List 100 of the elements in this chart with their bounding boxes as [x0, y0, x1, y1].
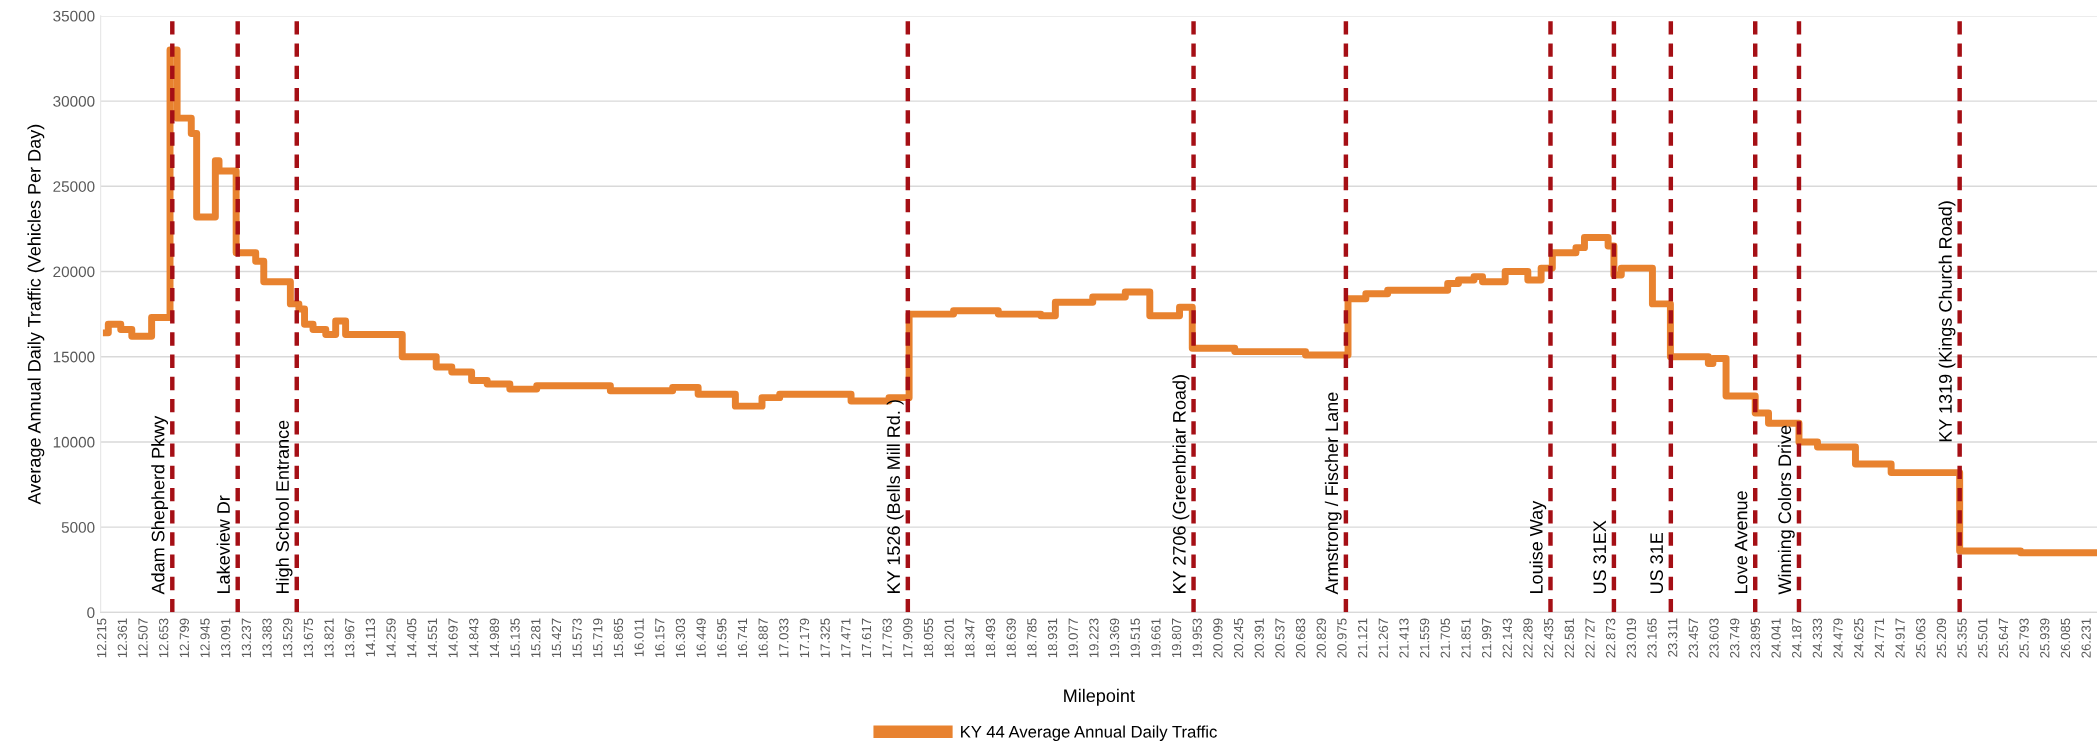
x-tick-label: 22.873 — [1605, 618, 1616, 658]
ref-line-label: KY 2706 (Greenbriar Road) — [1172, 375, 1190, 593]
x-tick-label: 12.507 — [138, 618, 148, 658]
y-axis-title: Average Annual Daily Traffic (Vehicles Per Day) — [27, 124, 45, 505]
x-tick-label: 17.471 — [841, 618, 851, 658]
y-tick-label: 25000 — [53, 181, 95, 192]
x-tick-label: 20.975 — [1337, 618, 1347, 658]
x-tick-label: 21.705 — [1440, 618, 1450, 658]
x-tick-label: 12.799 — [179, 618, 190, 658]
ref-line-label: Armstrong / Fischer Lane — [1324, 392, 1342, 595]
x-tick-label: 21.121 — [1357, 618, 1368, 658]
x-tick-label: 23.457 — [1688, 618, 1699, 658]
x-tick-label: 20.099 — [1213, 618, 1223, 658]
x-tick-label: 13.529 — [283, 618, 293, 658]
ref-line-label: Adam Shepherd Pkwy — [151, 415, 169, 595]
x-tick-label: 16.449 — [696, 618, 706, 658]
ref-line-label: Love Avenue — [1734, 491, 1748, 593]
y-tick-label: 10000 — [53, 436, 95, 448]
x-tick-label: 21.851 — [1461, 618, 1471, 658]
x-tick-label: 19.661 — [1151, 618, 1161, 658]
x-tick-label: 25.647 — [1998, 618, 2009, 658]
x-tick-label: 16.741 — [737, 618, 748, 658]
x-tick-label: 16.595 — [717, 618, 727, 658]
ref-line-label: Winning Colors Drive — [1777, 425, 1795, 595]
x-tick-label: 24.041 — [1771, 618, 1781, 658]
x-tick-label: 12.361 — [117, 618, 127, 658]
x-tick-label: 19.077 — [1068, 618, 1078, 658]
x-tick-label: 21.267 — [1378, 618, 1388, 658]
x-tick-label: 22.727 — [1585, 618, 1595, 658]
x-tick-label: 26.231 — [2081, 618, 2091, 658]
x-tick-label: 17.325 — [820, 618, 830, 658]
x-tick-label: 22.289 — [1523, 618, 1533, 658]
x-tick-label: 25.501 — [1978, 618, 1988, 658]
x-tick-label: 19.953 — [1192, 618, 1202, 658]
x-tick-label: 17.909 — [903, 618, 913, 658]
x-tick-label: 20.683 — [1295, 618, 1306, 658]
x-tick-label: 22.581 — [1564, 618, 1574, 658]
x-tick-label: 25.063 — [1916, 618, 1926, 658]
x-tick-label: 19.223 — [1089, 618, 1099, 658]
x-tick-label: 15.281 — [531, 618, 541, 658]
ref-line-label: Lakeview Dr — [216, 495, 230, 593]
x-tick-label: 24.917 — [1895, 618, 1905, 658]
x-tick-label: 21.413 — [1399, 618, 1409, 658]
x-tick-label: 22.435 — [1543, 618, 1554, 658]
ref-line-label: Louise Way — [1529, 500, 1547, 593]
x-tick-label: 19.515 — [1130, 618, 1140, 658]
x-tick-label: 18.785 — [1027, 618, 1037, 658]
x-tick-label: 15.427 — [551, 618, 562, 658]
x-tick-label: 25.793 — [2019, 618, 2029, 658]
y-tick-label: 5000 — [61, 522, 95, 533]
x-tick-label: 19.807 — [1171, 618, 1182, 658]
y-tick-label: 15000 — [53, 351, 95, 363]
x-tick-label: 20.391 — [1254, 618, 1264, 658]
x-tick-label: 18.055 — [923, 618, 934, 658]
x-tick-label: 13.675 — [303, 618, 314, 658]
x-tick-label: 14.989 — [489, 618, 500, 658]
x-tick-label: 13.383 — [262, 618, 272, 658]
x-tick-label: 18.639 — [1006, 618, 1016, 658]
x-tick-label: 12.215 — [96, 618, 107, 658]
x-tick-label: 23.165 — [1647, 618, 1657, 658]
x-tick-label: 21.997 — [1481, 618, 1492, 658]
x-tick-label: 20.829 — [1316, 618, 1326, 658]
x-tick-label: 15.719 — [593, 618, 603, 658]
x-tick-label: 25.355 — [1957, 618, 1967, 658]
x-axis-title: Milepoint — [1064, 688, 1135, 706]
x-tick-label: 18.347 — [965, 618, 975, 658]
x-tick-label: 25.939 — [2040, 618, 2050, 658]
x-tick-label: 26.085 — [2060, 618, 2071, 658]
x-tick-label: 12.653 — [158, 618, 169, 658]
x-tick-label: 20.537 — [1275, 618, 1285, 658]
x-tick-label: 16.011 — [634, 618, 644, 657]
x-tick-label: 24.333 — [1812, 618, 1823, 658]
x-tick-label: 18.493 — [985, 618, 996, 658]
x-tick-label: 14.113 — [365, 618, 376, 657]
ref-line-label: High School Entrance — [275, 420, 293, 593]
x-tick-label: 14.405 — [407, 618, 417, 658]
x-tick-label: 18.201 — [944, 618, 954, 658]
x-tick-label: 13.967 — [345, 618, 355, 658]
x-tick-label: 16.887 — [758, 618, 768, 658]
x-tick-label: 24.771 — [1874, 618, 1884, 658]
x-tick-label: 17.763 — [882, 618, 892, 658]
x-tick-label: 14.551 — [427, 618, 438, 658]
y-tick-label: 30000 — [53, 95, 95, 107]
x-tick-label: 16.157 — [655, 618, 665, 658]
x-tick-label: 23.603 — [1709, 618, 1719, 658]
x-tick-label: 24.625 — [1854, 618, 1864, 658]
x-tick-label: 13.821 — [324, 618, 334, 658]
x-tick-label: 17.179 — [799, 618, 810, 658]
x-tick-label: 15.573 — [572, 618, 582, 658]
ref-line-label: US 31E — [1650, 533, 1664, 594]
y-tick-label: 20000 — [53, 266, 95, 278]
x-tick-label: 14.843 — [469, 618, 479, 658]
x-tick-label: 18.931 — [1047, 618, 1058, 658]
legend-label: KY 44 Average Annual Daily Traffic — [961, 725, 1217, 741]
x-tick-label: 23.749 — [1730, 618, 1740, 658]
x-tick-label: 23.311 — [1668, 618, 1678, 657]
x-tick-label: 15.865 — [613, 618, 624, 658]
x-tick-label: 20.245 — [1233, 618, 1244, 658]
x-tick-label: 24.479 — [1833, 618, 1843, 658]
x-tick-label: 23.895 — [1750, 618, 1761, 658]
